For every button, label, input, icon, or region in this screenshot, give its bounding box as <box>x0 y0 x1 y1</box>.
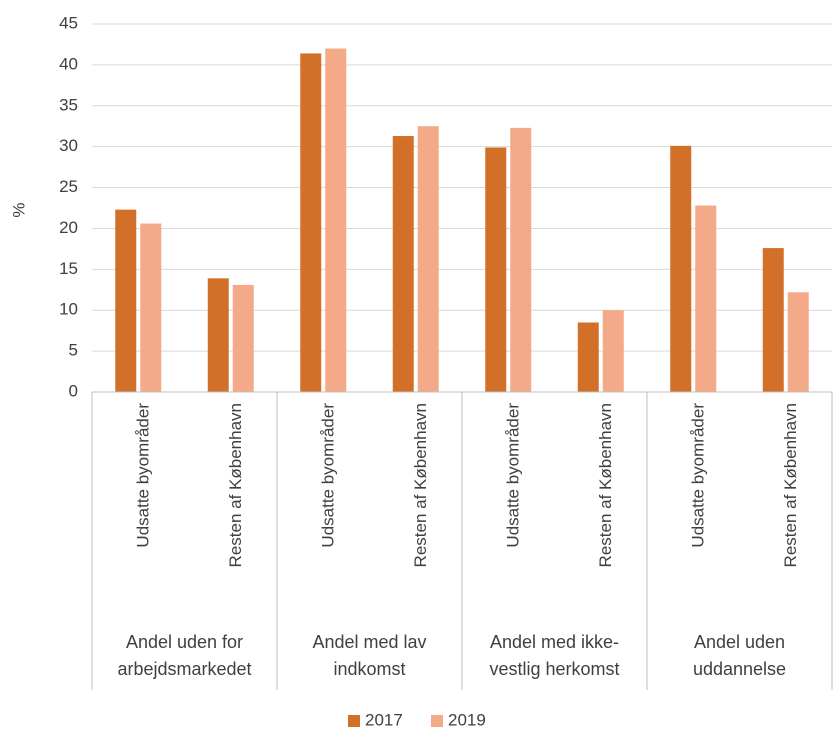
x-category-label: Udsatte byområder <box>689 403 708 548</box>
y-tick-label: 5 <box>69 341 78 360</box>
x-group-label: Andel uden for arbejdsmarkedet <box>117 632 251 679</box>
y-tick-label: 10 <box>59 300 78 319</box>
bar-2019 <box>602 310 624 392</box>
bar-2019 <box>140 223 162 392</box>
bar-2019 <box>695 205 717 392</box>
x-group-label: Andel med ikke-vestlig herkomst <box>489 632 619 679</box>
legend-label-2017: 2017 <box>365 710 403 729</box>
bar-2017 <box>670 145 692 392</box>
bar-2017 <box>207 278 229 392</box>
x-group-label: Andel med lav indkomst <box>312 632 426 679</box>
y-axis-label: % <box>9 202 28 217</box>
bar-2019 <box>417 126 439 392</box>
legend-label-2019: 2019 <box>448 710 486 729</box>
x-category-label: Resten af København <box>226 403 245 567</box>
x-category-label: Resten af København <box>781 403 800 567</box>
legend: 2017 2019 <box>348 710 486 729</box>
y-tick-label: 25 <box>59 177 78 196</box>
x-group-label: Andel uden uddannelse <box>693 632 786 679</box>
x-category-label: Resten af København <box>411 403 430 567</box>
x-category-label: Udsatte byområder <box>504 403 523 548</box>
bar-2019 <box>325 48 347 393</box>
gridlines <box>92 23 832 352</box>
legend-swatch-2017 <box>348 715 360 727</box>
bar-2017 <box>115 209 137 392</box>
bar-2017 <box>300 53 322 392</box>
bar-2017 <box>392 136 414 392</box>
y-tick-label: 35 <box>59 95 78 114</box>
x-category-label: Resten af København <box>596 403 615 567</box>
bar-2017 <box>485 147 507 392</box>
y-tick-label: 45 <box>59 13 78 32</box>
axes: 0 5 10 15 20 25 30 35 40 45 Udsatte byområder Reste… <box>59 13 833 690</box>
bar-2019 <box>232 284 254 392</box>
bar-2017 <box>577 322 599 392</box>
bar-2019 <box>787 292 809 392</box>
legend-swatch-2019 <box>431 715 443 727</box>
y-tick-label: 15 <box>59 259 78 278</box>
y-tick-label: 0 <box>69 381 78 400</box>
y-tick-label: 30 <box>59 136 78 155</box>
bar-2017 <box>762 248 784 392</box>
y-tick-label: 20 <box>59 218 78 237</box>
bars <box>115 48 809 393</box>
x-category-label: Udsatte byområder <box>134 403 153 548</box>
bar-2019 <box>510 127 532 392</box>
y-tick-label: 40 <box>59 54 78 73</box>
x-category-label: Udsatte byområder <box>319 403 338 548</box>
